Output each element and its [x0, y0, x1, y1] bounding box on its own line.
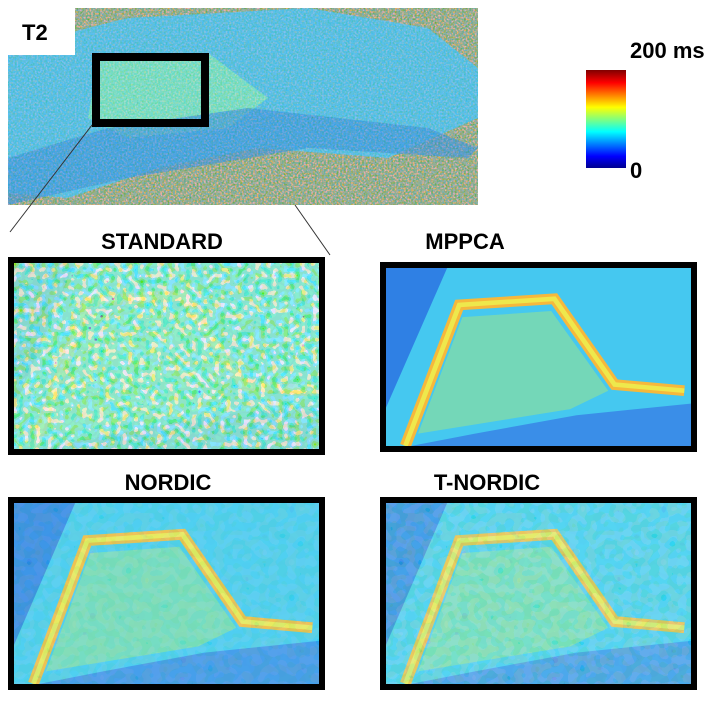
panel-image	[380, 497, 697, 690]
panel-image	[8, 257, 325, 455]
panel-image	[380, 262, 697, 452]
noise	[8, 257, 325, 455]
colorbar-min: 0	[630, 158, 642, 183]
zoom-line	[294, 204, 331, 256]
t2-map	[8, 8, 478, 205]
zoom-line	[9, 124, 93, 233]
panel-frame	[380, 262, 697, 452]
colorbar-max: 200 ms	[630, 38, 705, 63]
panel-title: T-NORDIC	[434, 470, 540, 495]
panel-frame	[8, 257, 325, 455]
panel-title: MPPCA	[425, 229, 505, 254]
label-box	[8, 8, 75, 55]
band	[403, 296, 685, 447]
colorbar	[586, 70, 626, 168]
region	[418, 311, 609, 434]
noise	[380, 497, 697, 690]
region	[380, 262, 450, 422]
panel-title: NORDIC	[125, 470, 212, 495]
panel-title: STANDARD	[101, 229, 223, 254]
panel-frame	[380, 497, 697, 690]
panel-frame	[8, 497, 325, 690]
image-label: T2	[22, 20, 48, 45]
panel-image	[8, 497, 325, 690]
panels: STANDARD MPPCA NORDIC T-NORDIC	[8, 229, 697, 690]
region	[380, 402, 697, 452]
noise	[8, 497, 325, 690]
zoom-box	[92, 53, 209, 127]
